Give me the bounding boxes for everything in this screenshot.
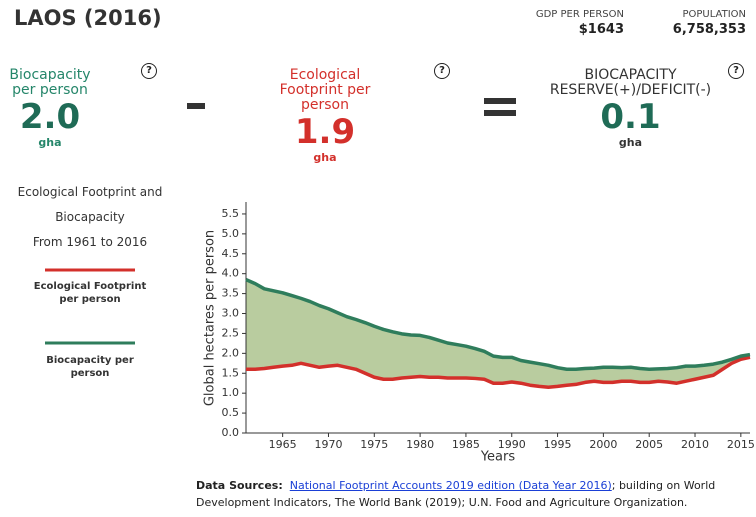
x-tick-label: 1980 <box>406 438 434 451</box>
series-line <box>245 278 751 372</box>
biocapacity-panel: Biocapacity per person 2.0 gha <box>0 67 100 150</box>
y-tick-label: 5.0 <box>222 227 240 240</box>
x-tick-label: 2015 <box>727 438 755 451</box>
sidebar-line: Biocapacity <box>55 210 125 224</box>
panel-unit: gha <box>313 151 337 164</box>
panel-value: 2.0 <box>19 97 81 137</box>
panel-value: 1.9 <box>294 112 356 152</box>
panel-label: Ecological Footprint per person <box>279 67 371 113</box>
population-label: POPULATION <box>682 9 746 20</box>
y-tick-label: 3.0 <box>222 307 240 320</box>
y-tick-label: 3.5 <box>222 287 240 300</box>
y-tick-label: 1.0 <box>222 386 240 399</box>
gap-area <box>246 279 750 388</box>
equals-bottom <box>484 110 516 116</box>
reserve-panel: BIOCAPACITY RESERVE(+)/DEFICIT(-) 0.1 gh… <box>548 67 713 150</box>
y-tick-label: 0.0 <box>222 426 240 439</box>
panel-value: 0.1 <box>600 97 661 137</box>
sidebar-line: From 1961 to 2016 <box>32 235 148 249</box>
y-tick-label: 0.5 <box>222 406 240 419</box>
panel-unit: gha <box>38 136 62 149</box>
title: LAOS (2016) <box>14 6 162 30</box>
x-tick-label: 1970 <box>314 438 342 451</box>
footer-text: ; building on World Development Indicato… <box>196 479 716 509</box>
gdp-label: GDP PER PERSON <box>535 9 624 20</box>
equals-top <box>484 98 516 104</box>
chart: Global hectares per person Years 0.0 0.5 1… <box>45 202 755 465</box>
x-tick-label: 1975 <box>360 438 388 451</box>
x-axis-label: Years <box>480 450 516 465</box>
sidebar-line: Ecological Footprint and <box>17 185 163 199</box>
footprint-panel: Ecological Footprint per person 1.9 gha <box>255 67 395 165</box>
y-tick-label: 4.5 <box>222 247 240 260</box>
x-tick-label: 1985 <box>452 438 480 451</box>
y-tick-label: 5.5 <box>222 207 240 220</box>
series-line <box>246 355 751 389</box>
footer-label: Data Sources: <box>196 479 283 492</box>
y-tick-label: 2.5 <box>222 326 240 339</box>
population-value: 6,758,353 <box>672 22 746 37</box>
x-tick-label: 1965 <box>269 438 297 451</box>
help-icon[interactable]: ? <box>728 63 744 79</box>
legend-label: Ecological Footprint per person <box>33 281 147 305</box>
legend-label: Biocapacity per person <box>46 355 134 379</box>
help-icon[interactable]: ? <box>141 63 157 79</box>
x-tick-label: 1990 <box>498 438 526 451</box>
y-axis-label: Global hectares per person <box>203 230 218 406</box>
minus-sign <box>187 103 205 109</box>
y-tick-label: 2.0 <box>222 346 240 359</box>
y-tick-label: 1.5 <box>222 366 240 379</box>
panel-label: BIOCAPACITY RESERVE(+)/DEFICIT(-) <box>549 67 712 98</box>
help-icon[interactable]: ? <box>434 63 450 79</box>
source-link[interactable]: National Footprint Accounts 2019 edition… <box>289 479 612 492</box>
footer: Data Sources: National Footprint Account… <box>196 477 751 511</box>
panel-unit: gha <box>618 136 643 149</box>
x-tick-label: 2010 <box>681 438 709 451</box>
y-tick-label: 4.0 <box>222 267 240 280</box>
gdp-value: $1643 <box>578 22 624 37</box>
x-tick-label: 2005 <box>635 438 663 451</box>
x-tick-label: 1995 <box>544 438 572 451</box>
panel-label: Biocapacity per person <box>9 67 91 98</box>
x-tick-label: 2000 <box>589 438 617 451</box>
